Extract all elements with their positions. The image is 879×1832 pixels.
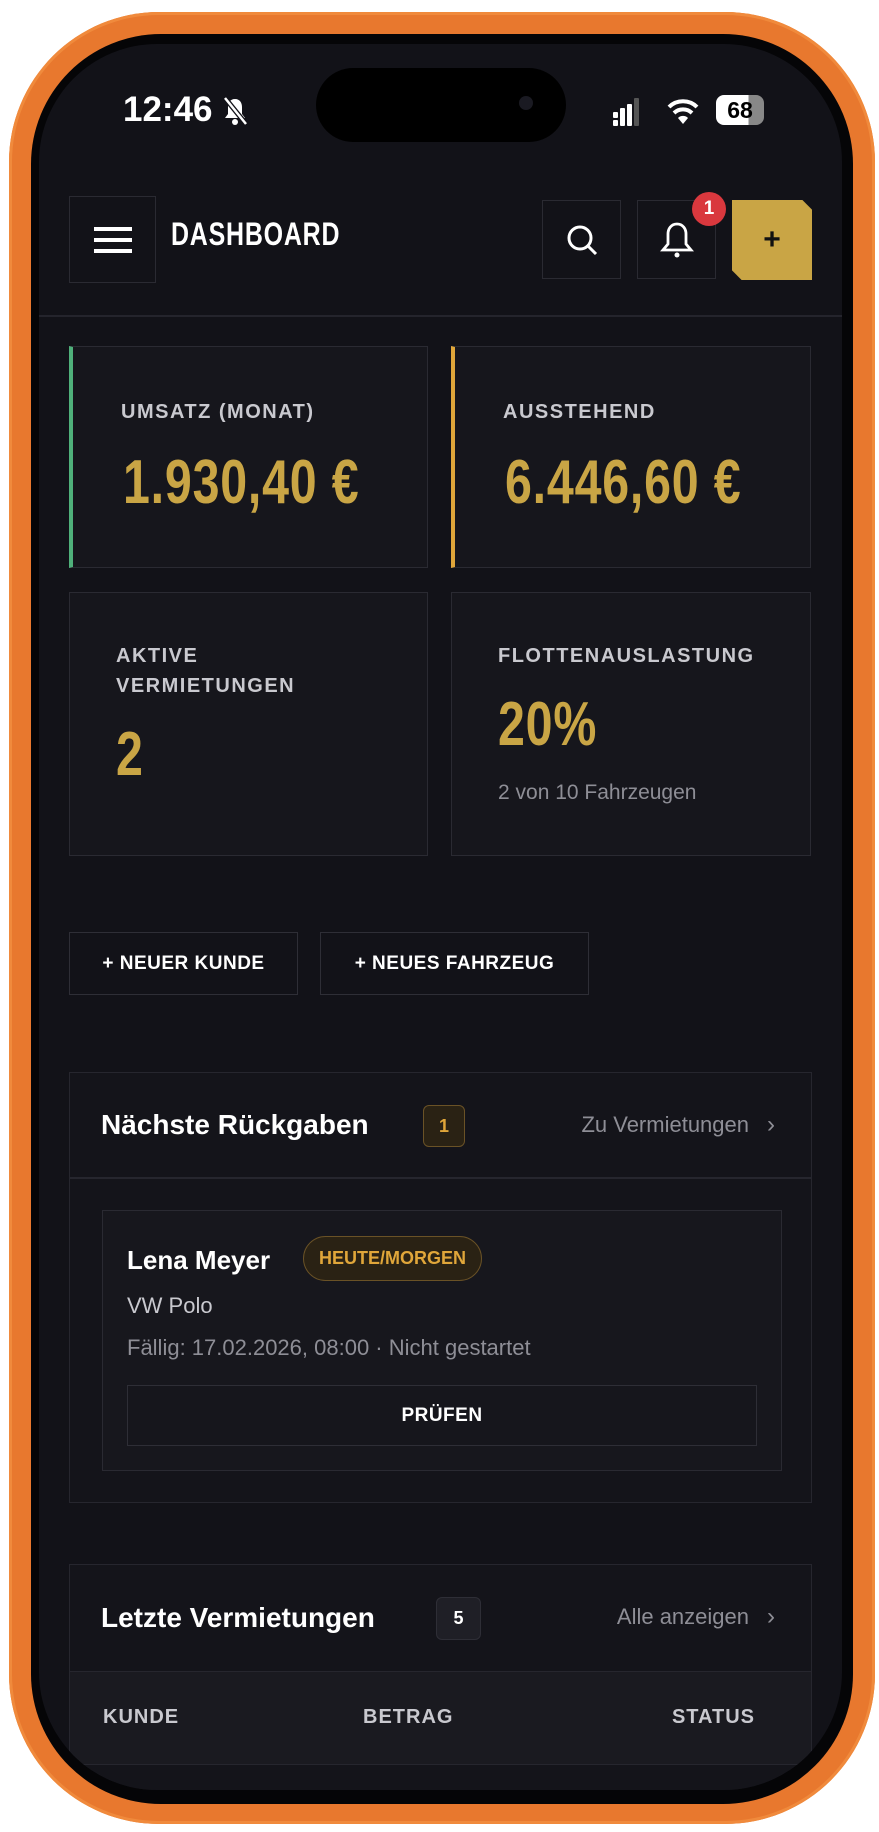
- stat-label: AUSSTEHEND: [503, 401, 656, 423]
- stat-value: 6.446,60 €: [505, 448, 742, 517]
- search-button[interactable]: [542, 200, 621, 279]
- due-info: Fällig: 17.02.2026, 08:00 · Nicht gestar…: [127, 1335, 531, 1360]
- section-title: Nächste Rückgaben: [101, 1109, 369, 1140]
- return-item-card: Lena Meyer HEUTE/MORGEN VW Polo Fällig: …: [102, 1210, 782, 1471]
- stat-card-fleet-utilization: FLOTTENAUSLASTUNG 20% 2 von 10 Fahrzeuge…: [451, 592, 811, 856]
- notification-badge: 1: [692, 192, 726, 226]
- column-header-customer[interactable]: KUNDE: [103, 1706, 180, 1728]
- stat-label: UMSATZ (MONAT): [121, 401, 315, 423]
- stat-value: 1.930,40 €: [123, 448, 360, 517]
- column-header-status[interactable]: STATUS: [671, 1706, 755, 1728]
- status-time: 12:46: [123, 90, 213, 129]
- wifi-icon: [667, 99, 699, 124]
- stat-card-active-rentals: AKTIVE VERMIETUNGEN 2: [69, 592, 428, 856]
- stat-value: 2: [116, 720, 144, 789]
- recent-rentals-section: Letzte Vermietungen 5 Alle anzeigen › KU…: [69, 1564, 812, 1790]
- add-button[interactable]: +: [732, 200, 812, 280]
- signal-icon: [613, 98, 639, 126]
- stat-card-revenue: UMSATZ (MONAT) 1.930,40 €: [69, 346, 428, 568]
- section-divider: [70, 1177, 811, 1179]
- vehicle-name: VW Polo: [127, 1293, 213, 1318]
- search-icon: [567, 225, 597, 255]
- table-header: KUNDE BETRAG STATUS: [70, 1671, 811, 1765]
- bell-slash-icon: [223, 96, 248, 126]
- stat-label: AKTIVE VERMIETUNGEN: [116, 645, 296, 697]
- page-title: DASHBOARD: [171, 216, 341, 252]
- returns-count-badge: 1: [423, 1105, 465, 1147]
- screen: 12:46 68 DASHBOARD 1 + UMSATZ (MONAT) 1.…: [39, 44, 842, 1790]
- due-badge: HEUTE/MORGEN: [303, 1236, 483, 1281]
- stat-label: FLOTTENAUSLASTUNG: [498, 645, 755, 667]
- camera: [519, 96, 533, 110]
- chevron-right-icon: ›: [767, 1111, 775, 1138]
- chevron-right-icon: ›: [767, 1603, 775, 1630]
- stat-value: 20%: [498, 690, 598, 759]
- new-customer-button[interactable]: + NEUER KUNDE: [69, 932, 298, 995]
- new-vehicle-button[interactable]: + NEUES FAHRZEUG: [320, 932, 589, 995]
- section-title: Letzte Vermietungen: [101, 1602, 375, 1633]
- rentals-count-badge: 5: [436, 1597, 481, 1640]
- upcoming-returns-section: Nächste Rückgaben 1 Zu Vermietungen › Le…: [69, 1072, 812, 1503]
- customer-name: Lena Meyer: [127, 1245, 271, 1275]
- header-divider: [39, 315, 842, 317]
- show-all-link[interactable]: Alle anzeigen ›: [617, 1603, 775, 1631]
- to-rentals-link[interactable]: Zu Vermietungen ›: [581, 1111, 775, 1139]
- menu-button[interactable]: [69, 196, 156, 283]
- bell-icon: [659, 222, 694, 257]
- stat-subtext: 2 von 10 Fahrzeugen: [498, 781, 697, 804]
- column-header-amount[interactable]: BETRAG: [363, 1706, 454, 1728]
- hamburger-icon: [93, 226, 132, 253]
- stat-card-outstanding: AUSSTEHEND 6.446,60 €: [451, 346, 811, 568]
- link-label: Alle anzeigen: [616, 1604, 749, 1629]
- link-label: Zu Vermietungen: [581, 1112, 749, 1137]
- check-button[interactable]: PRÜFEN: [127, 1385, 757, 1446]
- battery-indicator: 68: [716, 95, 764, 125]
